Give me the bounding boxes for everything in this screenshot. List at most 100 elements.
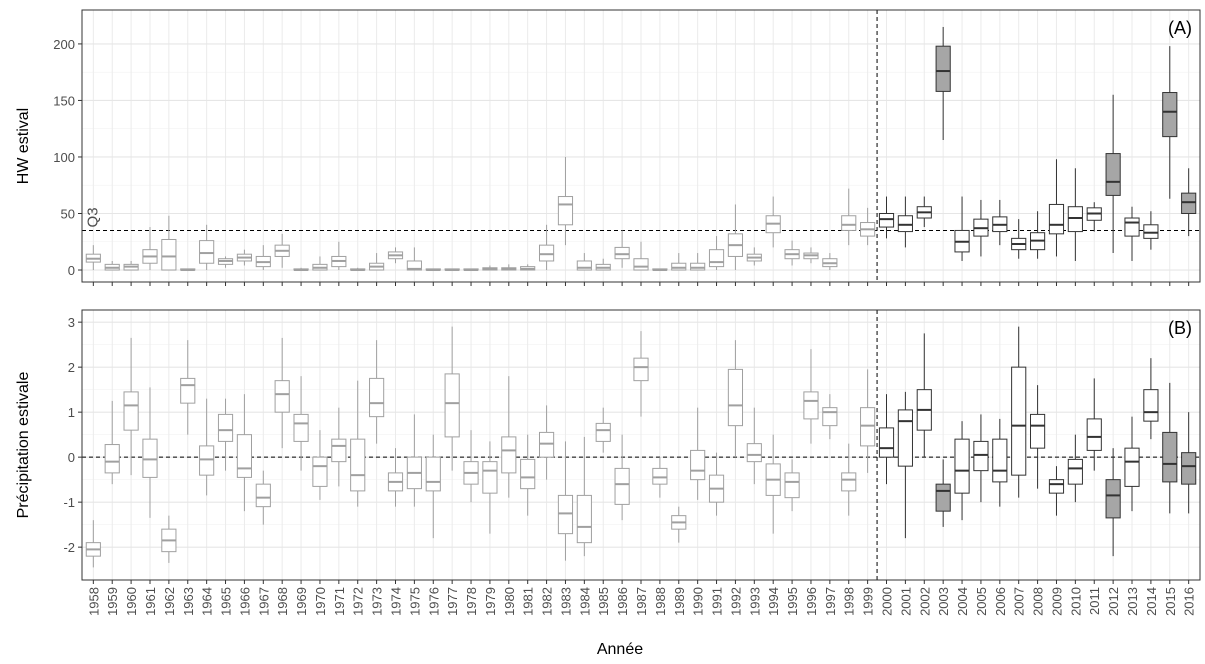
box xyxy=(350,438,366,492)
box xyxy=(935,45,951,92)
box xyxy=(538,431,555,458)
box xyxy=(312,456,328,487)
box xyxy=(444,373,460,438)
box xyxy=(274,380,290,413)
x-tick-label: 2013 xyxy=(1125,587,1140,616)
box xyxy=(557,494,574,535)
box xyxy=(1030,413,1046,449)
box xyxy=(897,409,913,467)
box xyxy=(1067,206,1083,233)
box xyxy=(180,377,196,404)
x-axis-label: Année xyxy=(597,641,643,658)
x-tick-label: 1982 xyxy=(540,587,555,616)
x-tick-label: 1984 xyxy=(577,587,592,616)
x-tick-label: 1993 xyxy=(747,587,762,616)
box xyxy=(142,438,158,478)
box xyxy=(1048,479,1065,494)
box xyxy=(104,444,120,474)
y-tick-label: 50 xyxy=(61,206,75,221)
box xyxy=(803,391,819,420)
box xyxy=(690,449,706,481)
box xyxy=(1181,452,1197,485)
x-tick-label: 1994 xyxy=(766,587,781,616)
x-tick-label: 1968 xyxy=(275,587,290,616)
x-tick-label: 1999 xyxy=(861,587,876,616)
x-tick-label: 1991 xyxy=(710,587,725,616)
x-tick-label: 2007 xyxy=(1012,587,1027,616)
box xyxy=(217,413,234,442)
box xyxy=(1048,203,1065,235)
y-tick-label: -2 xyxy=(63,540,75,555)
box xyxy=(1105,153,1121,196)
box xyxy=(784,472,800,499)
y-tick-label: 3 xyxy=(68,315,75,330)
x-tick-label: 1995 xyxy=(785,587,800,616)
x-tick-label: 1965 xyxy=(219,587,234,616)
x-tick-label: 1989 xyxy=(672,587,687,616)
box xyxy=(633,357,649,382)
x-tick-label: 1967 xyxy=(256,587,271,616)
x-tick-label: 2011 xyxy=(1087,587,1102,615)
box xyxy=(690,262,706,271)
box xyxy=(671,262,687,271)
box xyxy=(1143,389,1159,422)
box xyxy=(860,407,876,447)
panel-label: (A) xyxy=(1168,18,1192,38)
box xyxy=(1067,458,1083,485)
box xyxy=(897,215,913,233)
box xyxy=(123,391,139,431)
box xyxy=(161,238,177,271)
box xyxy=(293,413,309,442)
x-tick-label: 1959 xyxy=(105,587,120,616)
x-tick-label: 1990 xyxy=(691,587,706,616)
box xyxy=(331,438,347,463)
y-tick-label: -1 xyxy=(63,495,75,510)
box xyxy=(614,467,630,505)
x-tick-label: 1980 xyxy=(502,587,517,616)
x-tick-label: 1987 xyxy=(634,587,649,616)
x-tick-label: 1976 xyxy=(426,587,441,616)
x-tick-label: 1962 xyxy=(162,587,177,616)
box xyxy=(1124,447,1140,487)
box xyxy=(255,483,271,508)
box xyxy=(973,440,989,472)
box xyxy=(425,456,441,492)
box xyxy=(199,240,215,264)
box xyxy=(236,434,252,478)
box xyxy=(954,438,970,494)
box xyxy=(520,458,536,490)
x-tick-label: 2008 xyxy=(1031,587,1046,616)
x-tick-label: 1992 xyxy=(728,587,743,616)
x-tick-label: 2010 xyxy=(1068,587,1083,616)
x-tick-label: 2001 xyxy=(898,587,913,616)
x-tick-label: 1969 xyxy=(294,587,309,616)
box xyxy=(1011,366,1027,476)
box xyxy=(199,445,215,476)
y-tick-label: 1 xyxy=(68,405,75,420)
y-tick-label: 200 xyxy=(53,37,75,52)
x-tick-label: 1985 xyxy=(596,587,611,616)
x-tick-label: 1973 xyxy=(370,587,385,616)
box xyxy=(1162,92,1178,138)
box xyxy=(1162,431,1178,483)
x-tick-label: 1963 xyxy=(181,587,196,616)
y-tick-label: 2 xyxy=(68,360,75,375)
box xyxy=(595,422,611,442)
x-tick-label: 1972 xyxy=(351,587,366,616)
box xyxy=(746,443,762,463)
box xyxy=(482,461,498,494)
x-tick-label: 1966 xyxy=(237,587,252,616)
box xyxy=(992,438,1008,483)
box xyxy=(1086,418,1102,451)
y-tick-label: 0 xyxy=(68,450,75,465)
x-tick-label: 2006 xyxy=(993,587,1008,616)
box xyxy=(1105,479,1121,519)
x-tick-label: 2012 xyxy=(1106,587,1121,616)
x-tick-label: 2015 xyxy=(1163,587,1178,616)
box xyxy=(878,212,895,228)
x-tick-label: 1958 xyxy=(86,587,101,616)
x-tick-label: 2016 xyxy=(1182,587,1197,616)
x-tick-label: 1975 xyxy=(407,587,422,616)
y-axis-label: Précipitation estivale xyxy=(15,372,32,519)
x-tick-label: 1979 xyxy=(483,587,498,616)
